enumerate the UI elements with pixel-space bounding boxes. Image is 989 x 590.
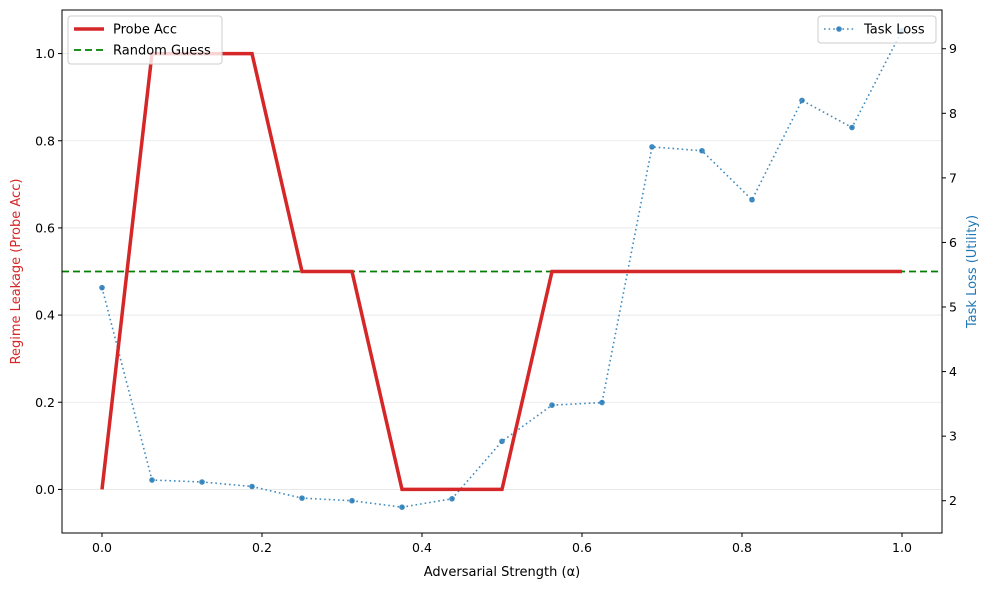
task-loss-line	[101, 30, 903, 508]
y-left-tick-label: 0.0	[35, 482, 55, 497]
x-tick-label: 0.0	[92, 540, 112, 555]
y-right-tick-label: 6	[949, 235, 957, 250]
y-axis-left-label: Regime Leakage (Probe Acc)	[9, 179, 24, 365]
axis-ticks: 0.0 0.2 0.4 0.6 0.8 1.0 0.0 0.2 0.4 0.6 0.8 1.0 2 3 4 5…	[35, 41, 957, 555]
task-loss-point	[399, 504, 405, 510]
y-left-tick-label: 0.2	[35, 395, 55, 410]
y-right-tick-label: 5	[949, 300, 957, 315]
task-loss-point	[499, 438, 505, 445]
task-loss-point	[449, 495, 455, 502]
x-tick-label: 1.0	[892, 540, 912, 555]
task-loss-point	[299, 495, 305, 501]
task-loss-point	[199, 479, 205, 485]
task-loss-point	[149, 477, 155, 483]
task-loss-point	[849, 124, 855, 131]
y-left-tick-label: 0.6	[35, 220, 55, 235]
legend-right-box	[817, 15, 937, 44]
x-axis-label: Adversarial Strength (α)	[424, 565, 580, 580]
legend-random-label: Random Guess	[113, 44, 211, 59]
task-loss-point	[99, 284, 105, 291]
x-tick-label: 0.4	[412, 540, 432, 555]
task-loss-point	[549, 402, 555, 408]
legend-task-marker	[836, 26, 842, 32]
probe-acc-line	[100, 51, 902, 492]
y-left-tick-label: 1.0	[35, 46, 55, 61]
y-axis-right-label: Task Loss (Utility)	[965, 215, 980, 329]
y-right-tick-label: 8	[949, 106, 957, 121]
task-loss-point	[599, 399, 605, 406]
y-left-tick-label: 0.4	[35, 308, 55, 323]
task-loss-point	[799, 97, 805, 104]
x-tick-label: 0.8	[732, 540, 752, 555]
task-loss-point	[649, 144, 655, 150]
y-right-tick-label: 9	[949, 41, 957, 56]
legend-task-label: Task Loss	[863, 23, 925, 38]
task-loss-point	[699, 147, 705, 154]
y-right-tick-label: 7	[949, 170, 957, 185]
series-layer	[62, 27, 942, 510]
legend-right: Task Loss	[817, 15, 937, 44]
legend-left: Probe Acc Random Guess	[67, 15, 223, 65]
legend-left-box	[67, 15, 223, 65]
y-left-tick-label: 0.8	[35, 133, 55, 148]
x-tick-label: 0.2	[252, 540, 272, 555]
task-loss-point	[749, 197, 755, 203]
y-right-tick-label: 3	[949, 429, 957, 444]
y-right-tick-label: 2	[949, 493, 957, 508]
plot-frame	[61, 9, 943, 534]
task-loss-point	[249, 483, 255, 490]
legend-probe-label: Probe Acc	[113, 23, 177, 38]
x-tick-label: 0.6	[572, 540, 592, 555]
task-loss-point	[349, 497, 355, 504]
y-right-tick-label: 4	[949, 364, 957, 379]
